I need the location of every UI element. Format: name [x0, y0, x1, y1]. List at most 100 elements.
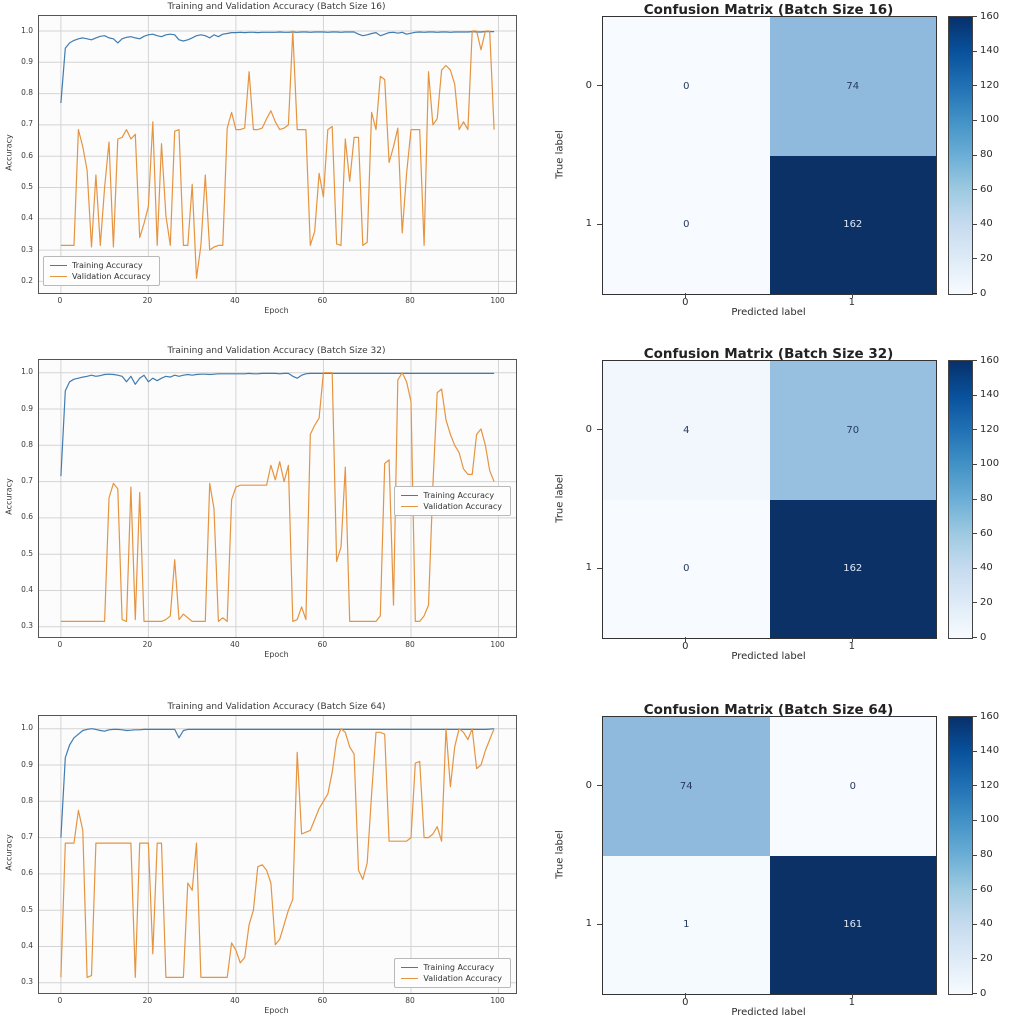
x-axis-label: Epoch [264, 306, 289, 315]
x-axis-label: Predicted label [731, 307, 806, 318]
colorbar-tick-mark [972, 50, 977, 52]
colorbar-tick-mark [972, 85, 977, 87]
y-tick-label: 0.5 [21, 904, 33, 914]
x-tick-label: 100 [490, 996, 505, 1005]
y-tick-label: 0.4 [21, 585, 33, 594]
line-chart-batch-16: Training and Validation Accuracy (Batch … [0, 0, 530, 332]
x-tick-label: 100 [490, 640, 505, 649]
training-line-swatch [401, 495, 419, 496]
validation-accuracy-line [60, 372, 495, 622]
legend-item: Validation Accuracy [50, 271, 151, 282]
x-tick-label: 40 [230, 296, 240, 305]
colorbar-tick-label: 160 [980, 710, 1000, 722]
colorbar-tick-label: 100 [980, 814, 1000, 826]
chart-title: Training and Validation Accuracy (Batch … [167, 2, 386, 12]
y-tick-label: 0.7 [21, 119, 33, 129]
colorbar-tick-label: 120 [980, 79, 1000, 91]
y-tick-label: 0.5 [21, 548, 33, 558]
x-tick-mark [851, 993, 853, 998]
x-tick-label: 0 [57, 640, 63, 649]
y-tick-label: 0.4 [21, 941, 33, 950]
x-tick-mark [685, 293, 687, 298]
chart-title: Training and Validation Accuracy (Batch … [167, 702, 386, 712]
cell-1-1: 162 [769, 499, 936, 638]
matrix-grid: 74 0 1 161 [602, 716, 937, 995]
y-tick-label: 0.5 [21, 182, 33, 191]
plot-area: Training Accuracy Validation Accuracy [38, 15, 517, 294]
colorbar-tick-label: 160 [980, 10, 1000, 22]
confusion-matrix-batch-64: Confusion Matrix (Batch Size 64) True la… [530, 700, 1010, 1032]
plot-svg [39, 716, 516, 993]
cell-1-1: 162 [769, 155, 936, 294]
colorbar-tick-label: 60 [980, 883, 993, 895]
colorbar-tick-label: 0 [980, 287, 987, 299]
colorbar-tick-mark [972, 189, 977, 191]
y-tick-label: 0.8 [21, 439, 33, 449]
colorbar-tick-mark [972, 16, 977, 17]
cell-0-0: 0 [603, 17, 770, 156]
line-chart-batch-32: Training and Validation Accuracy (Batch … [0, 344, 530, 676]
x-tick-label: 80 [405, 296, 415, 305]
colorbar-tick-label: 20 [980, 952, 993, 964]
validation-line-swatch [401, 506, 419, 507]
y-tick-label: 0 [585, 423, 592, 435]
y-tick-label: 1 [585, 218, 592, 230]
x-tick-label: 60 [317, 996, 328, 1005]
cell-1-1: 161 [769, 855, 936, 994]
x-tick-label: 1 [848, 641, 855, 652]
legend-item: Validation Accuracy [401, 973, 502, 984]
y-tick-mark [597, 429, 602, 431]
y-axis-label: Accuracy [4, 478, 14, 515]
colorbar-tick-mark [972, 533, 977, 535]
cell-0-1: 0 [769, 717, 936, 856]
validation-accuracy-line [60, 30, 495, 279]
colorbar-tick-label: 20 [980, 596, 993, 608]
colorbar-tick-mark [972, 360, 977, 361]
x-axis-label: Predicted label [731, 1007, 806, 1018]
legend-label: Validation Accuracy [423, 502, 502, 511]
cell-0-0: 4 [603, 361, 770, 500]
colorbar-tick-mark [972, 923, 977, 925]
x-tick-label: 80 [405, 996, 415, 1005]
colorbar-tick-mark [972, 993, 977, 994]
colorbar-tick-mark [972, 258, 977, 260]
colorbar-tick-mark [972, 498, 977, 500]
plot-area: Training Accuracy Validation Accuracy [38, 359, 517, 638]
cell-1-0: 1 [603, 855, 770, 994]
colorbar-tick-mark [972, 819, 977, 821]
colorbar-tick-label: 20 [980, 252, 993, 264]
y-tick-label: 0 [585, 79, 592, 91]
chart-title: Training and Validation Accuracy (Batch … [167, 346, 386, 356]
x-tick-mark [685, 637, 687, 642]
legend: Training Accuracy Validation Accuracy [394, 486, 511, 516]
y-tick-label: 0.9 [21, 56, 33, 66]
colorbar-tick-label: 60 [980, 183, 993, 195]
colorbar-tick-label: 100 [980, 458, 1000, 470]
matrix-grid: 4 70 0 162 [602, 360, 937, 639]
x-tick-label: 20 [142, 296, 153, 305]
legend: Training Accuracy Validation Accuracy [43, 256, 160, 286]
colorbar-tick-label: 140 [980, 45, 1000, 57]
y-axis-label: True label [554, 830, 566, 879]
colorbar-tick-label: 40 [980, 562, 993, 574]
colorbar-tick-mark [972, 154, 977, 156]
colorbar-tick-label: 160 [980, 354, 1000, 366]
y-tick-label: 0.8 [21, 88, 33, 98]
y-tick-label: 0.7 [21, 476, 33, 486]
x-tick-label: 20 [142, 996, 153, 1005]
colorbar-tick-label: 100 [980, 114, 1000, 126]
colorbar-tick-label: 140 [980, 745, 1000, 757]
y-tick-label: 0.8 [21, 795, 33, 805]
colorbar-tick-label: 40 [980, 918, 993, 930]
x-tick-label: 40 [230, 640, 240, 649]
y-tick-label: 0.9 [21, 759, 33, 769]
y-tick-label: 0.2 [21, 275, 33, 285]
x-tick-label: 1 [848, 297, 855, 308]
colorbar-tick-mark [972, 567, 977, 569]
legend-label: Training Accuracy [423, 491, 495, 500]
x-tick-label: 40 [230, 996, 240, 1005]
x-tick-mark [851, 293, 853, 298]
legend-item: Validation Accuracy [401, 501, 502, 512]
x-axis-label: Epoch [264, 650, 289, 659]
colorbar-tick-mark [972, 785, 977, 787]
